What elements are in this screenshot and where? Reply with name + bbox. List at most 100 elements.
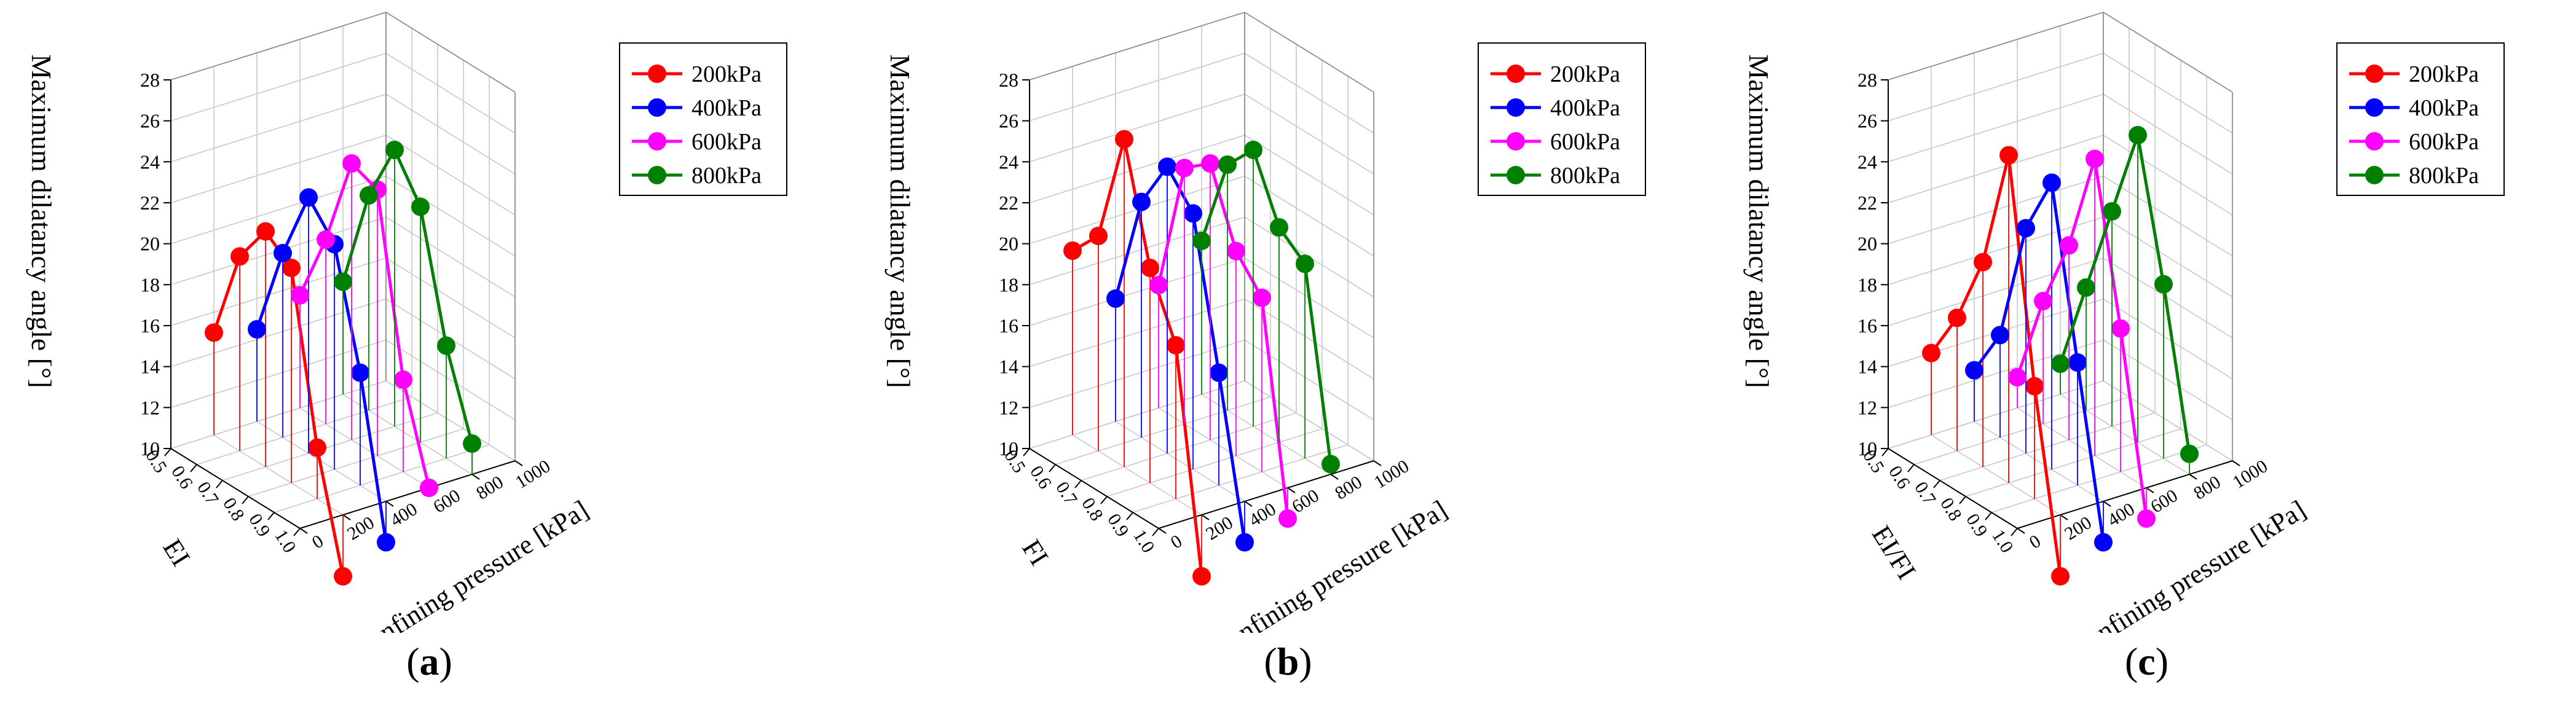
grid-line-side-z bbox=[385, 216, 516, 298]
data-point bbox=[1175, 159, 1194, 178]
caption-close-c: ) bbox=[2155, 640, 2169, 683]
data-point bbox=[1218, 155, 1237, 174]
grid-line-back-z bbox=[1029, 339, 1245, 409]
grid-line-back-z bbox=[1888, 216, 2104, 286]
legend-label: 600kPa bbox=[691, 129, 762, 155]
x-tick bbox=[216, 480, 223, 488]
grid-line-side-z bbox=[2103, 257, 2233, 339]
x-tick-label: 0.8 bbox=[1936, 494, 1966, 524]
box-edge-top-back bbox=[1888, 12, 2104, 80]
y-tick-label: 400 bbox=[1245, 499, 1280, 531]
data-point bbox=[2042, 173, 2061, 192]
series-line bbox=[341, 148, 474, 444]
data-point bbox=[2111, 319, 2130, 338]
grid-line-floor-y bbox=[1201, 394, 1331, 475]
y-tick-label: 200 bbox=[1202, 512, 1237, 544]
grid-line-floor-x bbox=[222, 412, 438, 481]
x-tick-label: 1.0 bbox=[1129, 526, 1159, 556]
y-tick-label: 1000 bbox=[512, 456, 554, 493]
box-edge-top-side bbox=[1244, 12, 1374, 93]
z-tick-label: 24 bbox=[140, 151, 160, 173]
caption-letter-a: a bbox=[419, 640, 439, 683]
grid-line-side-z bbox=[1244, 52, 1374, 134]
data-point bbox=[308, 438, 326, 457]
grid-line-back-z bbox=[1888, 93, 2104, 163]
data-point bbox=[282, 259, 301, 277]
series-line bbox=[1157, 162, 1290, 519]
y-tick bbox=[342, 514, 351, 520]
data-point bbox=[1948, 308, 1966, 327]
data-point bbox=[2094, 533, 2113, 552]
grid-line-floor-y bbox=[1931, 434, 2061, 515]
series-line bbox=[212, 230, 345, 577]
legend-label: 400kPa bbox=[691, 95, 762, 121]
data-point bbox=[394, 370, 412, 389]
legend-marker bbox=[2365, 166, 2384, 184]
legend-marker bbox=[1507, 132, 1525, 151]
grid-line-floor-x bbox=[1991, 444, 2207, 513]
legend-box bbox=[1478, 42, 1646, 196]
y-tick-label: 800 bbox=[473, 472, 507, 504]
grid-line-side-z bbox=[385, 257, 516, 339]
z-tick-label: 20 bbox=[999, 233, 1018, 255]
legend: 200kPa 400kPa 600kPa 800kPa bbox=[1478, 42, 1646, 196]
data-point bbox=[1253, 288, 1271, 307]
grid-line-back-z bbox=[170, 93, 387, 163]
grid-line-side-z bbox=[385, 93, 516, 175]
legend-marker bbox=[1507, 98, 1525, 117]
grid-line-floor-y bbox=[1072, 434, 1202, 515]
data-point bbox=[2068, 353, 2087, 372]
x-tick-label: 0.7 bbox=[193, 478, 223, 508]
grid-line-side-z bbox=[1244, 93, 1374, 175]
grid-line-back-z bbox=[1029, 216, 1245, 286]
z-tick-label: 12 bbox=[140, 396, 160, 418]
data-point bbox=[1063, 241, 1082, 260]
grid-line-floor-y bbox=[299, 407, 430, 488]
box-edge-top-back bbox=[170, 12, 387, 80]
chart-panel-c: 10 12 14 16 18 20 22 24 26 28 0.5 0.6 0.7 0.8 0.9 1.0 0 2… bbox=[1717, 0, 2576, 717]
series-line bbox=[2058, 133, 2191, 455]
y-tick bbox=[514, 460, 523, 466]
y-axis-line bbox=[299, 460, 516, 529]
data-point bbox=[2025, 377, 2044, 396]
data-point bbox=[2086, 149, 2104, 168]
x-tick bbox=[1126, 512, 1133, 520]
grid-line-side-z bbox=[2103, 216, 2233, 298]
data-point bbox=[1141, 259, 1159, 277]
data-point bbox=[1089, 227, 1108, 245]
data-point bbox=[274, 244, 292, 262]
series-600kPa bbox=[291, 154, 438, 497]
grid-line-floor-y bbox=[2060, 394, 2190, 475]
data-point bbox=[2137, 509, 2156, 528]
series-600kPa bbox=[2008, 149, 2156, 528]
x-axis-line bbox=[1029, 448, 1159, 529]
grid-line-back-z bbox=[1029, 135, 1245, 203]
grid-line-floor-x bbox=[1081, 412, 1297, 481]
box-edge-top-back bbox=[1029, 12, 1245, 80]
data-point bbox=[248, 320, 266, 339]
x-tick-label: 0.6 bbox=[167, 462, 197, 492]
grid-line-back-z bbox=[1888, 339, 2104, 409]
data-point bbox=[1210, 363, 1228, 382]
x-tick bbox=[2011, 528, 2018, 536]
series-200kPa bbox=[205, 222, 352, 586]
data-point bbox=[2077, 278, 2095, 297]
grid-line-floor-y bbox=[213, 434, 344, 515]
data-point bbox=[1999, 146, 2018, 165]
data-point bbox=[1922, 343, 1940, 362]
data-point bbox=[317, 230, 335, 249]
data-point bbox=[1235, 533, 1254, 552]
data-point bbox=[1115, 130, 1133, 149]
legend-marker bbox=[648, 132, 666, 151]
z-tick-label: 20 bbox=[140, 233, 160, 255]
z-tick-label: 10 bbox=[999, 437, 1018, 460]
data-point bbox=[2154, 275, 2173, 294]
x-tick bbox=[293, 528, 301, 536]
x-tick bbox=[1959, 496, 1966, 504]
y-tick bbox=[2189, 474, 2197, 480]
grid-line-back-z bbox=[170, 175, 387, 245]
legend-label: 800kPa bbox=[691, 163, 762, 189]
z-tick-label: 22 bbox=[1857, 192, 1877, 214]
legend-label: 800kPa bbox=[2409, 163, 2479, 189]
